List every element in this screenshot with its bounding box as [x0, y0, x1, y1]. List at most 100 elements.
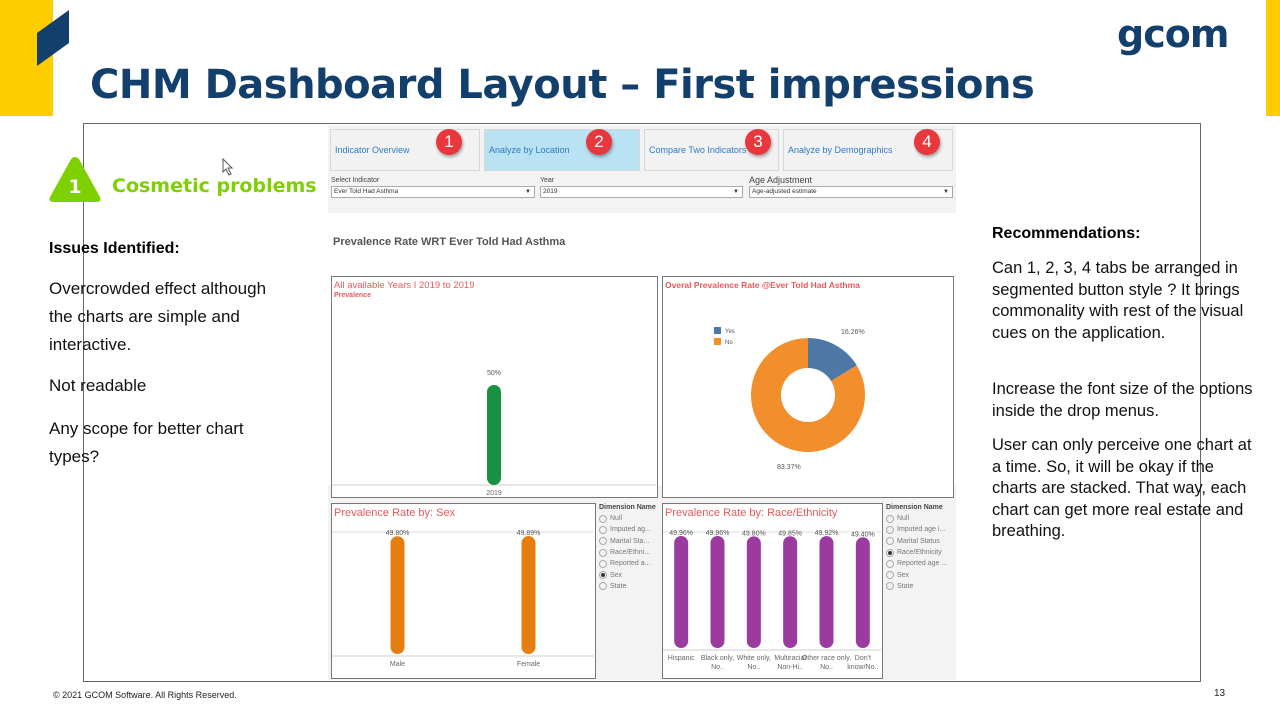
chart-plot: 50% 2019 — [332, 370, 656, 497]
tick-label: know/No.. — [847, 664, 878, 671]
tick-label: Don't — [855, 655, 871, 662]
issue-item: Not readable — [49, 376, 147, 395]
badge-2: 2 — [586, 129, 612, 155]
age-adjustment-select[interactable]: Age-adjusted estimate ▼ — [749, 186, 953, 198]
radio-button[interactable] — [599, 548, 607, 557]
option-label: State — [610, 582, 627, 590]
tick-label: Multiracial — [774, 655, 806, 662]
bar — [487, 385, 501, 485]
section-label: Cosmetic problems — [112, 175, 317, 197]
dimension-option[interactable]: Imputed ag... — [599, 524, 656, 535]
tick-label: White only, — [737, 655, 771, 662]
option-label: Imputed age i... — [897, 526, 946, 534]
option-label: Sex — [610, 571, 623, 579]
footer-copyright: © 2021 GCOM Software. All Rights Reserve… — [53, 690, 237, 700]
radio-button[interactable] — [599, 582, 607, 591]
year-bar-chart: All available Years I 2019 to 2019 Preva… — [331, 276, 658, 498]
bar — [783, 536, 798, 648]
chart-subtitle: Prevalence — [334, 292, 371, 299]
dimension-option[interactable]: Null — [886, 513, 947, 524]
tick-label: Hispanic — [668, 655, 695, 662]
dimension-option[interactable]: State — [599, 581, 656, 592]
bar — [746, 536, 761, 648]
option-label: Race/Ethni... — [610, 549, 651, 557]
screenshot-frame — [83, 123, 1201, 682]
tab-label: Analyze by Demographics — [788, 145, 893, 155]
dimension-option[interactable]: Marital Sta... — [599, 536, 656, 547]
chart-plot: 49.80% Male 49.89% Female — [332, 530, 594, 668]
sex-dimension-filter: Dimension Name Null Imputed ag... Marital S… — [599, 504, 656, 592]
data-label: 50% — [487, 370, 501, 377]
tab-analyze-by-location[interactable]: Analyze by Location — [484, 129, 640, 171]
radio-button[interactable] — [886, 582, 894, 591]
dimension-option[interactable]: Race/Ethni... — [599, 547, 656, 558]
issue-item: Overcrowded effect although the charts a… — [49, 279, 267, 354]
tick-label: Other race only, — [802, 655, 851, 662]
select-value: 2019 — [543, 188, 558, 195]
dimension-heading: Dimension Name — [886, 504, 943, 511]
dropdown-arrow-icon: ▼ — [525, 189, 531, 195]
radio-button[interactable] — [599, 559, 607, 568]
radio-button[interactable] — [886, 537, 894, 546]
data-label: 49.80% — [742, 530, 766, 537]
data-label: 49.89% — [517, 530, 541, 537]
bar — [390, 536, 405, 654]
option-label: Marital Status — [897, 537, 940, 545]
radio-button[interactable] — [886, 571, 894, 580]
dimension-option[interactable]: Marital Status — [886, 536, 947, 547]
dropdown-arrow-icon: ▼ — [943, 189, 949, 195]
filter-label: Year — [540, 177, 555, 184]
radio-button[interactable] — [886, 548, 894, 557]
yellow-accent-right — [1266, 0, 1280, 116]
dimension-option[interactable]: Sex — [886, 569, 947, 580]
radio-button[interactable] — [599, 537, 607, 546]
dashboard-screenshot: Indicator Overview 1 Analyze by Location… — [328, 125, 956, 680]
radio-button[interactable] — [599, 525, 607, 534]
section-triangle-icon: 1 — [49, 157, 101, 202]
dimension-option[interactable]: Imputed age i... — [886, 524, 947, 535]
radio-button[interactable] — [599, 571, 607, 580]
badge-1: 1 — [436, 129, 462, 155]
option-label: Reported a... — [610, 560, 651, 568]
brand-shape — [37, 10, 69, 66]
donut-chart: Overal Prevalence Rate @Ever Told Had As… — [662, 276, 954, 498]
donut-slice — [751, 338, 865, 452]
radio-button[interactable] — [886, 514, 894, 523]
badge-4: 4 — [914, 129, 940, 155]
dimension-option[interactable]: Null — [599, 513, 656, 524]
legend-swatch — [714, 338, 721, 345]
dimension-option[interactable]: Reported age ... — [886, 558, 947, 569]
dimension-option[interactable]: Race/Ethnicity — [886, 547, 947, 558]
tick-label: No.. — [820, 664, 833, 671]
dimension-option[interactable]: Reported a... — [599, 558, 656, 569]
badge-3: 3 — [745, 129, 771, 155]
dimension-option[interactable]: Sex — [599, 569, 656, 580]
tab-label: Indicator Overview — [335, 145, 410, 155]
tick-label: Female — [517, 661, 540, 668]
radio-button[interactable] — [886, 525, 894, 534]
option-label: Null — [897, 515, 910, 523]
tick-label: Non-Hi.. — [777, 664, 803, 671]
radio-button[interactable] — [599, 514, 607, 523]
issues-heading: Issues Identified: — [49, 240, 180, 257]
option-label: Imputed ag... — [610, 526, 651, 534]
indicator-select[interactable]: Ever Told Had Asthma ▼ — [331, 186, 535, 198]
radio-button[interactable] — [886, 559, 894, 568]
dropdown-arrow-icon: ▼ — [733, 189, 739, 195]
tick-label: 2019 — [486, 490, 502, 497]
chart-plot: 49.96% Hispanic 49.96% Black only, No.. 49.80… — [663, 530, 881, 671]
issue-item: Any scope for better chart types? — [49, 419, 244, 466]
select-value: Age-adjusted estimate — [752, 188, 817, 195]
data-label: 49.92% — [815, 530, 839, 537]
recommendation-item: User can only perceive one chart at a ti… — [992, 436, 1252, 540]
data-label: 49.85% — [778, 530, 802, 537]
dimension-option[interactable]: State — [886, 581, 947, 592]
svg-text:1: 1 — [68, 176, 81, 198]
year-select[interactable]: 2019 ▼ — [540, 186, 743, 198]
bar — [521, 536, 536, 654]
tab-label: Analyze by Location — [489, 145, 570, 155]
bar — [674, 536, 689, 648]
option-label: Race/Ethnicity — [897, 549, 942, 557]
data-label: 49.40% — [851, 531, 875, 538]
tick-label: Male — [390, 661, 405, 668]
